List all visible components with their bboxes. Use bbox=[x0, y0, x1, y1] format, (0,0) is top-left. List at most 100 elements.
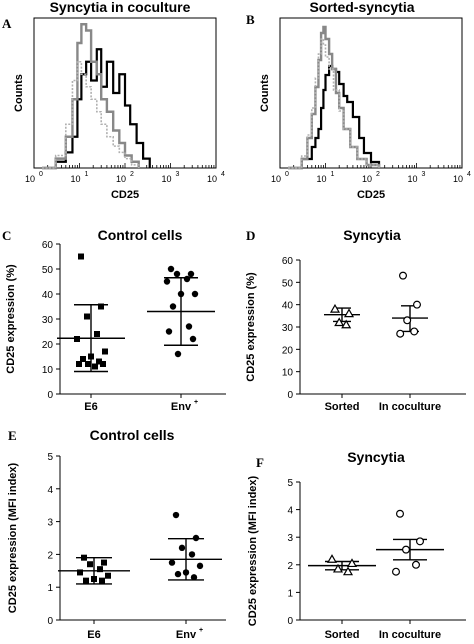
data-point-square bbox=[97, 566, 103, 573]
panel-e-title: Control cells bbox=[90, 427, 175, 443]
panel-e-letter: E bbox=[8, 428, 17, 443]
panel-a: Syncytia in coculture A 10 0 10 1 10 2 10 3 10 4 C… bbox=[2, 0, 225, 201]
x-tick-label: 10 bbox=[25, 174, 35, 184]
y-tick-label: 0 bbox=[47, 616, 53, 627]
y-axis-label: Counts bbox=[13, 74, 25, 112]
data-point-open-circle bbox=[403, 316, 412, 325]
category-label: Env bbox=[176, 629, 197, 641]
data-point-open-circle bbox=[402, 545, 411, 554]
data-point-open-circle bbox=[399, 271, 408, 280]
panel-a-title: Syncytia in coculture bbox=[50, 0, 191, 15]
data-point-circle bbox=[163, 278, 171, 285]
y-tick-label: 40 bbox=[42, 290, 54, 301]
y-tick-label: 1 bbox=[287, 588, 293, 599]
y-axis-label: Counts bbox=[259, 74, 271, 112]
histogram-series-line bbox=[42, 23, 140, 170]
y-tick-label: 60 bbox=[42, 240, 54, 251]
y-tick-label: 0 bbox=[47, 390, 53, 401]
y-tick-label: 0 bbox=[287, 616, 293, 627]
y-tick-label: 10 bbox=[282, 368, 294, 379]
data-point-square bbox=[102, 348, 108, 355]
data-point-open-circle bbox=[413, 300, 422, 309]
data-point-square bbox=[88, 353, 94, 360]
dotplot-c: 0 10 20 30 40 50 60 CD25 expression (%) E6 Env + bbox=[5, 240, 226, 413]
x-tick-label: 10 bbox=[453, 174, 463, 184]
data-point-circle bbox=[174, 570, 182, 578]
panel-c-title: Control cells bbox=[98, 227, 183, 243]
data-point-square bbox=[105, 572, 111, 579]
y-axis-label: CD25 expression (MFI index) bbox=[7, 462, 19, 613]
histogram-series-line bbox=[288, 64, 381, 170]
histogram-series-line bbox=[42, 60, 140, 169]
panel-d-title: Syncytia bbox=[343, 227, 401, 243]
y-tick-label: 5 bbox=[47, 452, 53, 463]
x-tick-exponent: 3 bbox=[176, 171, 180, 178]
data-point-square bbox=[98, 303, 104, 310]
panel-b: Sorted-syncytia B 10 0 10 1 10 2 10 3 10 4 CD25 Cou… bbox=[246, 0, 471, 201]
panel-f-title: Syncytia bbox=[347, 449, 405, 465]
y-tick-label: 3 bbox=[287, 533, 293, 544]
data-point-square bbox=[91, 576, 97, 582]
data-point-circle bbox=[187, 270, 195, 278]
data-point-triangle bbox=[334, 317, 345, 327]
data-point-triangle bbox=[342, 566, 354, 576]
panel-e: Control cells E 0 1 2 3 4 5 CD25 expression (M… bbox=[7, 427, 226, 641]
x-tick-exponent: 1 bbox=[331, 171, 335, 178]
data-point-square bbox=[100, 361, 106, 367]
x-tick-label: 10 bbox=[70, 174, 80, 184]
x-tick-exponent: 3 bbox=[422, 171, 426, 178]
data-point-square bbox=[92, 363, 98, 370]
category-superscript: + bbox=[199, 627, 203, 634]
data-point-open-circle bbox=[410, 327, 419, 336]
x-tick-label: 10 bbox=[207, 174, 217, 184]
category-label: Sorted bbox=[325, 401, 360, 413]
data-point-circle bbox=[167, 265, 175, 273]
data-point-open-circle bbox=[416, 537, 425, 546]
data-point-open-circle bbox=[396, 329, 405, 338]
category-label: Sorted bbox=[325, 629, 360, 641]
y-tick-label: 4 bbox=[287, 506, 293, 517]
y-tick-label: 4 bbox=[47, 485, 53, 496]
x-tick-label: 10 bbox=[362, 174, 372, 184]
x-axis-label: CD25 bbox=[357, 189, 385, 201]
y-tick-label: 2 bbox=[47, 550, 53, 561]
data-point-square bbox=[80, 356, 86, 362]
x-tick-exponent: 4 bbox=[221, 171, 225, 178]
dotplot-d: 0 10 20 30 40 50 60 CD25 expression (%) Sorted In… bbox=[245, 256, 466, 413]
panel-d-letter: D bbox=[246, 228, 255, 243]
y-tick-label: 0 bbox=[287, 390, 293, 401]
dotplot-f: 0 1 2 3 4 5 CD25 expression (MFI index) Sorted I… bbox=[247, 475, 466, 641]
y-tick-label: 20 bbox=[42, 340, 54, 351]
data-point-square bbox=[74, 336, 80, 342]
y-tick-label: 10 bbox=[42, 365, 54, 376]
data-point-square bbox=[77, 569, 83, 576]
category-label: In coculture bbox=[379, 629, 441, 641]
y-tick-label: 1 bbox=[47, 583, 53, 594]
x-tick-exponent: 4 bbox=[467, 171, 471, 178]
panel-f: Syncytia F 0 1 2 3 4 5 CD25 expression (MFI in… bbox=[247, 449, 466, 641]
data-point-circle bbox=[191, 290, 199, 298]
y-tick-label: 40 bbox=[282, 301, 294, 312]
data-point-triangle bbox=[343, 308, 355, 318]
data-point-triangle bbox=[341, 319, 352, 329]
x-tick-exponent: 2 bbox=[130, 171, 134, 178]
data-point-circle bbox=[188, 551, 196, 558]
data-point-square bbox=[81, 554, 87, 561]
y-tick-label: 50 bbox=[282, 278, 294, 289]
y-axis-label: CD25 expression (MFI index) bbox=[247, 475, 259, 626]
x-tick-exponent: 2 bbox=[376, 171, 380, 178]
y-tick-label: 30 bbox=[42, 315, 54, 326]
data-point-square bbox=[78, 253, 84, 260]
category-label: E6 bbox=[84, 401, 97, 413]
data-point-circle bbox=[185, 323, 193, 330]
x-tick-label: 10 bbox=[407, 174, 417, 184]
category-label: In coculture bbox=[379, 401, 441, 413]
panel-c-letter: C bbox=[2, 228, 11, 243]
category-label: E6 bbox=[87, 629, 100, 641]
data-point-circle bbox=[196, 562, 204, 570]
data-point-circle bbox=[172, 511, 180, 519]
data-point-triangle bbox=[332, 563, 344, 573]
data-point-circle bbox=[177, 290, 185, 298]
histogram-a: 10 0 10 1 10 2 10 3 10 4 CD25 Counts bbox=[13, 17, 225, 201]
data-point-square bbox=[76, 361, 82, 367]
